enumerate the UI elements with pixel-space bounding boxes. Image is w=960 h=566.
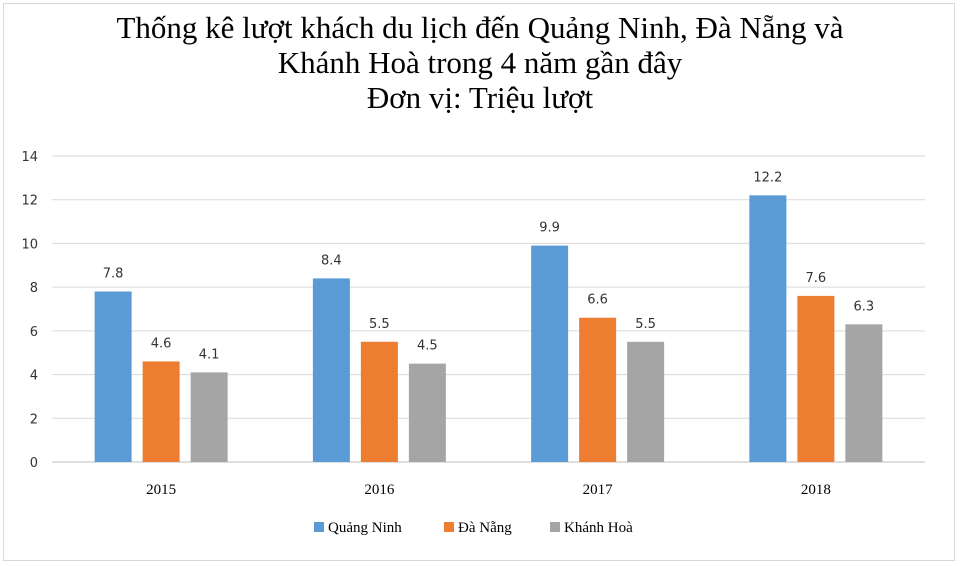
x-tick-label: 2018: [801, 482, 831, 498]
chart-title: Thống kê lượt khách du lịch đến Quảng Ni…: [0, 10, 960, 115]
y-tick-label: 10: [21, 237, 38, 252]
data-label: 4.1: [199, 347, 220, 362]
data-label: 9.9: [539, 221, 560, 236]
data-label: 7.8: [103, 267, 124, 282]
bar: [531, 245, 569, 462]
chart-title-line-2: Khánh Hoà trong 4 năm gần đây: [277, 45, 683, 80]
data-label: 4.5: [417, 339, 438, 354]
bar: [312, 278, 350, 462]
bar: [408, 363, 446, 462]
x-tick-label: 2017: [583, 482, 614, 498]
legend-swatch: [550, 522, 560, 532]
legend-swatch: [314, 522, 324, 532]
chart-frame: [3, 3, 955, 561]
bar: [579, 317, 617, 462]
data-label: 4.6: [151, 336, 172, 351]
chart-title-line-1: Thống kê lượt khách du lịch đến Quảng Ni…: [116, 10, 844, 45]
bar: [190, 372, 228, 462]
data-label: 8.4: [321, 253, 342, 268]
bar: [797, 295, 835, 462]
bar: [749, 195, 787, 463]
bar: [360, 341, 398, 462]
data-label: 12.2: [753, 170, 782, 185]
y-tick-label: 4: [30, 369, 38, 384]
x-tick-label: 2015: [146, 482, 176, 498]
legend-label: Khánh Hoà: [564, 520, 633, 536]
y-tick-label: 0: [30, 456, 38, 471]
data-label: 6.6: [587, 293, 608, 308]
bar: [845, 324, 883, 462]
y-tick-label: 6: [30, 325, 38, 340]
x-tick-label: 2016: [364, 482, 395, 498]
y-tick-label: 14: [21, 150, 38, 165]
chart-title-line-3: Đơn vị: Triệu lượt: [366, 80, 594, 115]
legend-label: Đà Nẵng: [458, 520, 512, 536]
legend-swatch: [444, 522, 454, 532]
bar: [142, 361, 180, 462]
y-tick-label: 2: [30, 412, 38, 427]
data-label: 5.5: [635, 317, 656, 332]
legend-label: Quảng Ninh: [328, 520, 402, 536]
bar: [94, 291, 132, 462]
y-tick-label: 12: [21, 194, 38, 209]
data-label: 5.5: [369, 317, 390, 332]
data-label: 7.6: [806, 271, 827, 286]
data-label: 6.3: [854, 299, 875, 314]
bar: [627, 341, 665, 462]
y-tick-label: 8: [30, 281, 38, 296]
